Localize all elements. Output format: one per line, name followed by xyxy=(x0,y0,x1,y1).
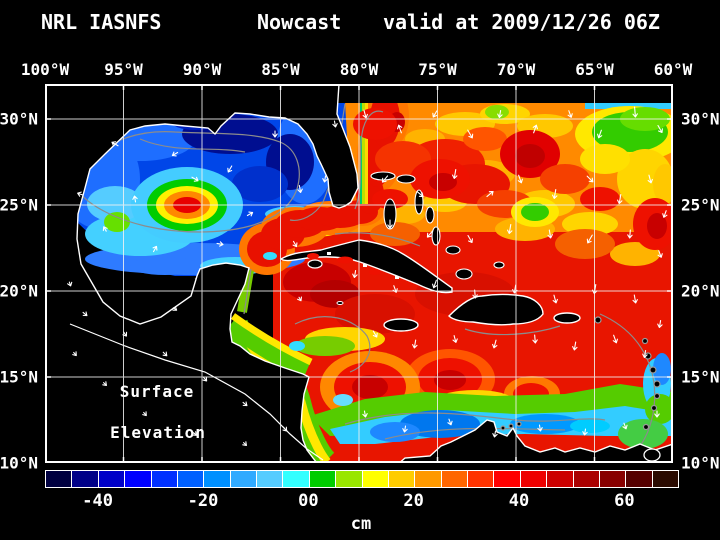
colorbar-cell xyxy=(494,471,521,487)
lat-tick-label: 10°N xyxy=(681,453,720,473)
colorbar-unit: cm xyxy=(350,514,372,534)
colorbar-cell xyxy=(599,471,627,487)
cuba-speckles xyxy=(307,252,399,279)
colorbar-cell xyxy=(336,471,363,487)
lon-tick-label: 90°W xyxy=(182,60,222,79)
colorbar-cell xyxy=(547,471,574,487)
current-vectors xyxy=(67,106,668,446)
lon-tick-label: 95°W xyxy=(104,60,143,79)
field-label-line2: Elevation xyxy=(110,423,206,442)
field-label-line1: Surface xyxy=(119,382,195,401)
colorbar-tick: 60 xyxy=(614,491,635,511)
cayman xyxy=(336,301,344,305)
jamaica xyxy=(383,318,419,332)
bahamas xyxy=(370,171,505,280)
lat-tick-label: 20°N xyxy=(0,281,38,301)
colorbar-cell xyxy=(520,471,548,487)
colorbar-cell xyxy=(257,471,284,487)
puerto-rico xyxy=(553,312,581,324)
lon-tick-label: 85°W xyxy=(261,60,300,79)
colorbar-cell xyxy=(388,471,416,487)
colorbar-cell xyxy=(652,471,678,487)
no-data-strip xyxy=(295,84,673,103)
colorbar-cell xyxy=(283,471,310,487)
south-america-land xyxy=(398,419,673,463)
colorbar-tick: 00 xyxy=(298,491,319,511)
lat-tick-label: 25°N xyxy=(681,195,720,215)
lon-tick-label: 65°W xyxy=(575,60,614,79)
lat-tick-label: 30°N xyxy=(681,109,720,129)
hispaniola xyxy=(448,293,544,326)
lat-tick-label: 15°N xyxy=(681,367,720,387)
colorbar-cell xyxy=(151,471,178,487)
colorbar-cell xyxy=(230,471,257,487)
lon-tick-label: 60°W xyxy=(653,60,693,79)
colorbar-cell xyxy=(441,471,468,487)
colorbar-cell xyxy=(573,471,600,487)
coastline xyxy=(76,84,359,463)
colorbar-cell xyxy=(309,471,337,487)
map-canvas xyxy=(45,84,673,463)
lat-tick-label: 25°N xyxy=(0,195,38,215)
colorbar-tick: -20 xyxy=(187,491,219,511)
colorbar-cell xyxy=(626,471,653,487)
colorbar-cell xyxy=(468,471,495,487)
title-model: NRL IASNFS xyxy=(41,10,162,34)
cuba xyxy=(279,239,453,294)
colorbar-cell xyxy=(98,471,126,487)
title-run-type: Nowcast xyxy=(257,10,342,34)
lon-tick-label: 70°W xyxy=(496,60,536,79)
isla-juventud xyxy=(307,259,323,269)
colorbar-tick: 40 xyxy=(508,491,530,511)
trinidad xyxy=(643,448,661,462)
colorbar-tick: 20 xyxy=(403,491,424,511)
gulf-green-spot xyxy=(104,212,130,232)
colorbar-cell xyxy=(204,471,231,487)
colorbar xyxy=(45,470,679,488)
colorbar-cell xyxy=(72,471,99,487)
colorbar-cell xyxy=(177,471,205,487)
lon-tick-label: 75°W xyxy=(418,60,457,79)
lat-tick-label: 10°N xyxy=(0,453,38,473)
colorbar-cell xyxy=(362,471,389,487)
title-valid-time: valid at 2009/12/26 06Z xyxy=(383,10,660,34)
colorbar-tick: -40 xyxy=(82,491,114,511)
colorbar-cell xyxy=(415,471,442,487)
grid-lines xyxy=(45,84,673,463)
colorbar-cell xyxy=(125,471,152,487)
lat-tick-label: 30°N xyxy=(0,109,38,129)
pacific-coastline xyxy=(69,323,324,461)
plot-border xyxy=(45,84,673,463)
colorbar-cell xyxy=(46,471,73,487)
lat-tick-label: 15°N xyxy=(0,367,38,387)
lon-tick-label: 100°W xyxy=(20,60,70,79)
lon-tick-label: 80°W xyxy=(339,60,379,79)
lat-tick-label: 20°N xyxy=(681,281,720,301)
